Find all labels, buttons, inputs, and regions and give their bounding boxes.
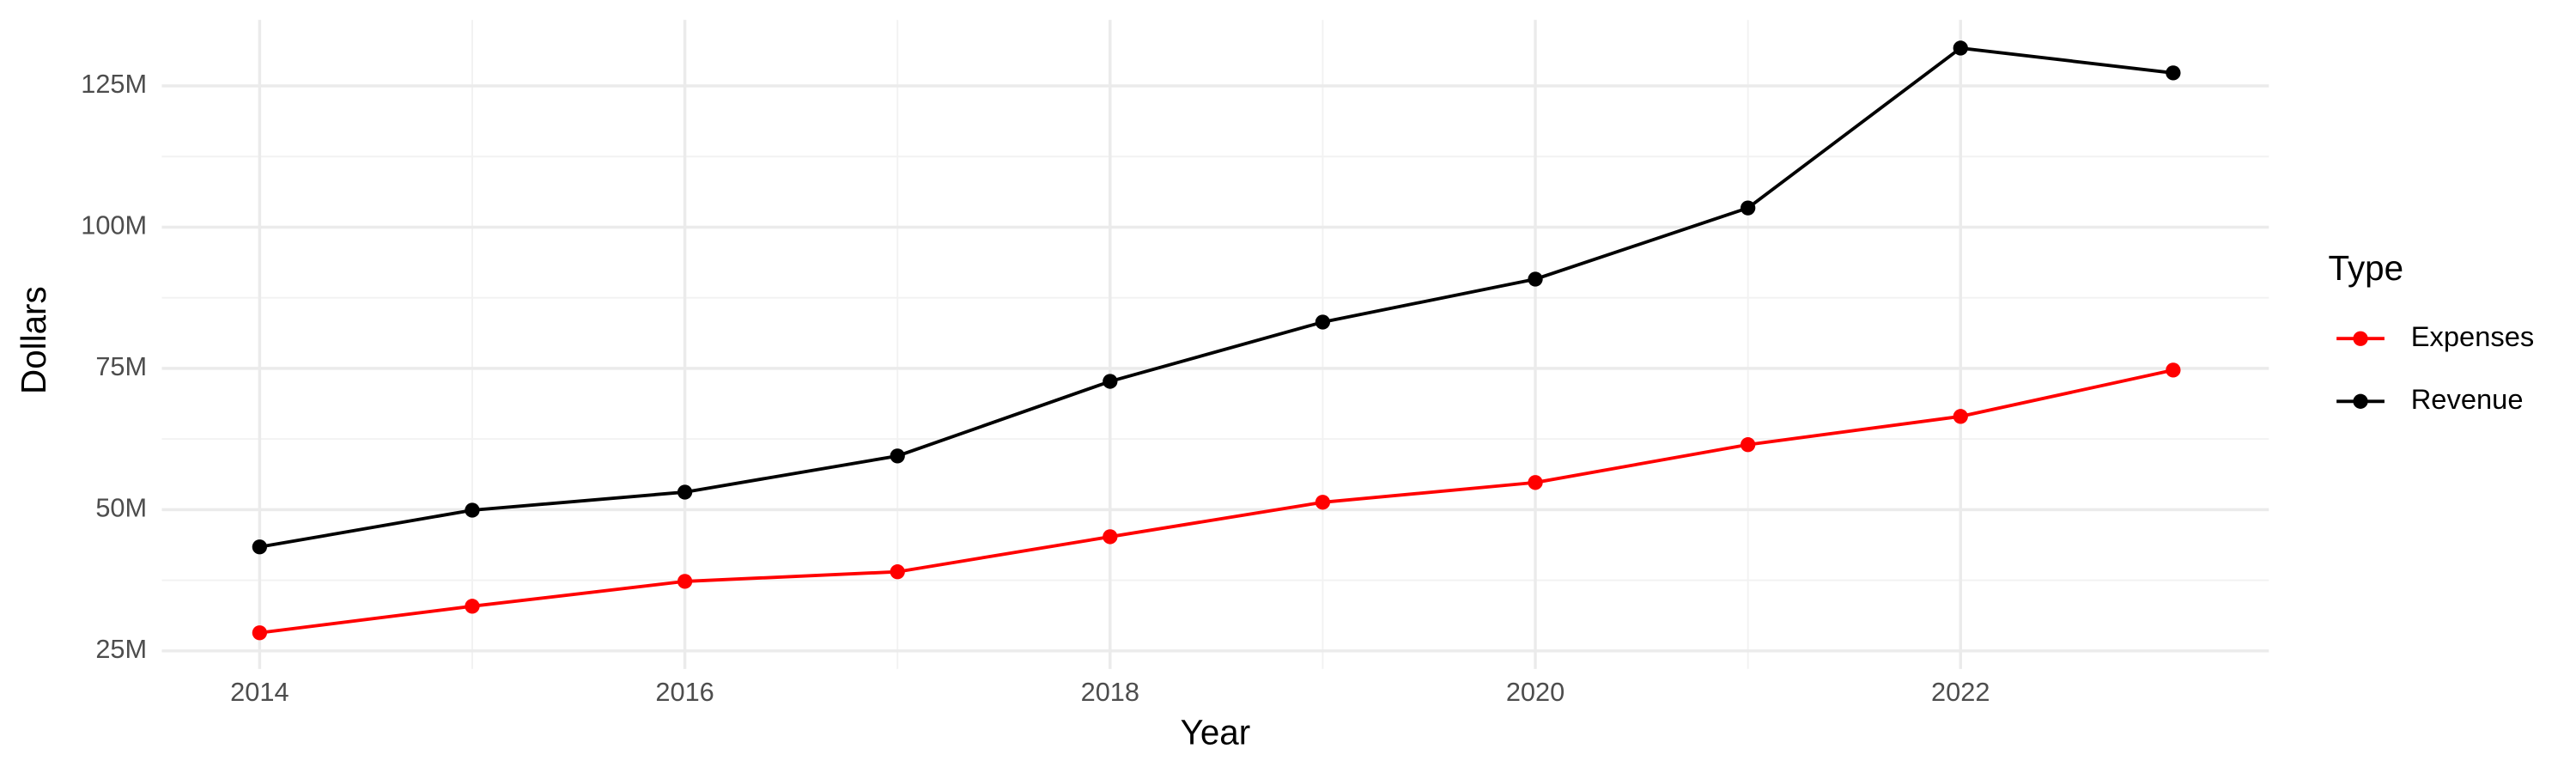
data-point	[465, 502, 480, 518]
data-point	[1953, 40, 1968, 56]
data-point	[1741, 200, 1756, 216]
legend-label: Expenses	[2411, 320, 2535, 352]
series-line	[259, 368, 2174, 635]
data-point	[2166, 65, 2181, 81]
data-point	[1103, 374, 1118, 389]
data-point	[677, 484, 693, 500]
y-tick-label: 50M	[95, 492, 147, 522]
legend-label: Revenue	[2411, 383, 2524, 415]
data-point	[1315, 314, 1331, 330]
x-tick-label: 2018	[1081, 677, 1139, 707]
data-point	[252, 625, 268, 641]
y-tick-label: 75M	[95, 351, 147, 381]
data-point	[2166, 362, 2181, 378]
data-point	[677, 574, 693, 589]
data-point	[1528, 475, 1543, 490]
x-tick-label: 2014	[230, 677, 289, 707]
series-line	[259, 46, 2174, 549]
x-tick-label: 2016	[655, 677, 714, 707]
y-tick-label: 125M	[81, 69, 147, 99]
legend-swatch-point	[2353, 331, 2368, 346]
data-point	[1953, 409, 1968, 424]
y-tick-label: 100M	[81, 210, 147, 240]
legend-swatch-point	[2353, 393, 2368, 409]
data-point	[890, 564, 905, 580]
legend-title: Type	[2329, 248, 2404, 288]
y-tick-label: 25M	[95, 634, 147, 664]
y-axis-title: Dollars	[14, 286, 53, 394]
data-point	[465, 599, 480, 614]
data-point	[1103, 529, 1118, 545]
data-point	[890, 448, 905, 464]
data-point	[1528, 271, 1543, 287]
data-point	[1741, 437, 1756, 453]
x-tick-label: 2020	[1506, 677, 1564, 707]
data-point	[1315, 495, 1331, 510]
x-tick-label: 2022	[1931, 677, 1990, 707]
data-point	[252, 539, 268, 555]
x-axis-title: Year	[1181, 712, 1251, 752]
